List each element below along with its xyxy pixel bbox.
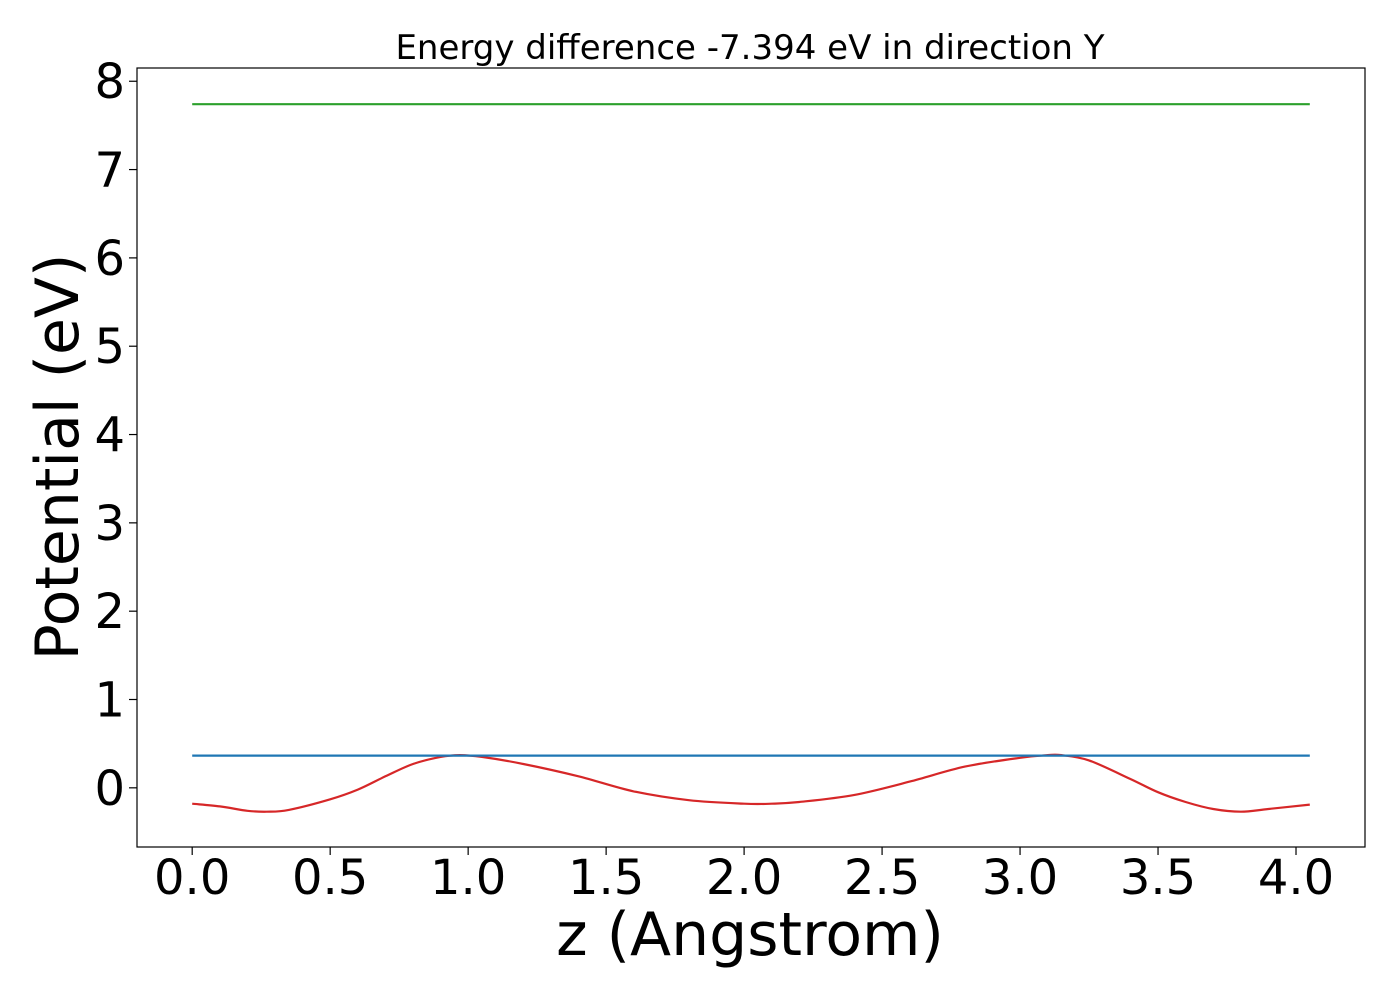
y-axis-ticks: 0 1 2 3 4 5 6 7 8: [94, 54, 137, 817]
chart-title: Energy difference -7.394 eV in direction…: [395, 28, 1104, 68]
y-tick-label: 3: [94, 496, 125, 552]
x-tick-label: 3.0: [982, 850, 1058, 906]
x-tick-label: 4.0: [1258, 850, 1334, 906]
plot-area: [136, 67, 1366, 848]
series-line-1: [192, 753, 1310, 813]
x-tick-label: 3.5: [1120, 850, 1196, 906]
x-tick-label: 2.0: [706, 850, 782, 906]
y-tick-label: 2: [94, 584, 125, 640]
x-tick-label: 1.0: [430, 850, 506, 906]
y-tick-label: 6: [94, 231, 125, 287]
y-tick-label: 0: [94, 761, 125, 817]
y-tick-label: 1: [94, 673, 125, 729]
series-layer: [192, 103, 1310, 813]
y-tick-label: 5: [94, 319, 125, 375]
y-tick-label: 4: [94, 408, 125, 464]
y-axis-label: Potential (eV): [23, 254, 93, 661]
y-tick-label: 7: [94, 143, 125, 199]
x-axis-ticks: 0.0 0.5 1.0 1.5 2.0 2.5 3.0 3.5 4.0: [154, 847, 1334, 906]
x-tick-label: 0.5: [292, 850, 368, 906]
x-axis-label: z (Angstrom): [556, 900, 944, 970]
x-tick-label: 2.5: [844, 850, 920, 906]
x-tick-label: 0.0: [154, 850, 230, 906]
x-tick-label: 1.5: [568, 850, 644, 906]
y-tick-label: 8: [94, 54, 125, 110]
